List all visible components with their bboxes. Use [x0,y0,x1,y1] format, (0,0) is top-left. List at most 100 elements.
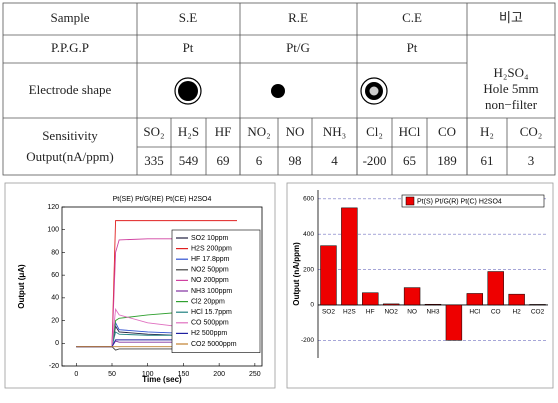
y-axis-label: Output (nA/ppm) [292,242,301,306]
bar [341,207,358,306]
gas: NO [286,124,305,139]
y-tick-label: 80 [51,249,59,256]
x-tick-label: NO [407,309,417,316]
y-tick-label: 0 [55,340,59,347]
gas: NO₂ [247,124,270,139]
cell: Sensitivity [42,128,98,143]
output: 4 [331,153,338,168]
x-tick-label: CO2 [531,309,545,316]
cell: Output(nA/ppm) [26,149,113,164]
legend-label: H2S 200ppm [191,245,232,252]
legend-label: CO 500ppm [191,320,229,327]
y-tick-label: 0 [310,302,314,309]
legend-label: Cl2 20ppm [191,298,225,305]
note: Hole 5mm [483,81,538,96]
cell: Pt [183,40,194,55]
y-axis-label: Output (μA) [17,264,26,309]
output: 65 [403,153,416,168]
output: 69 [217,153,230,168]
y-tick-label: 60 [51,272,59,279]
x-tick-label: 100 [142,371,154,378]
cell: Pt [407,40,418,55]
bar [403,287,421,306]
y-tick-label: 200 [303,266,314,273]
x-tick-label: CO [491,309,501,316]
line-chart: Pt(SE) Pt/G(RE) Pt(CE) H2SO4 -20 0 20 40 60 80… [4,182,276,389]
gas: H₂S [178,124,199,139]
sensor-table: Sample S.E R.E C.E 비고 P.P.G.P Pt Pt/G Pt… [2,2,556,176]
table-border [2,2,556,176]
bar [362,292,379,306]
cell: S.E [179,10,197,25]
legend-label: NH3 100ppm [191,288,232,295]
x-tick-label: 50 [108,371,116,378]
gas: CO₂ [520,124,543,139]
output: 335 [144,153,164,168]
legend-box [401,194,545,208]
x-tick-label: 150 [178,371,190,378]
bar [382,303,400,306]
y-tick-label: 40 [51,295,59,302]
y-tick-label: 400 [303,231,314,238]
electrode-re [271,84,285,98]
gas: HCl [399,124,421,139]
bar [529,304,546,306]
bar [487,271,504,306]
gas: NH₃ [323,124,346,139]
legend-label: CO2 5000ppm [191,341,237,348]
bar [424,303,442,306]
bar [445,304,463,341]
plot-frame [61,206,263,367]
x-tick-label: HCl [469,309,480,316]
y-tick-label: 100 [47,227,59,234]
x-tick-label: NO2 [384,309,398,316]
legend-label: SO2 10ppm [191,235,229,242]
output: 189 [437,153,457,168]
bar-chart: -200 0 200 400 600 Output (nA/ppm) SO2 H2S HF NO2… [286,182,554,389]
cell: Sample [51,10,90,25]
legend-label: Pt(S) Pt/G(R) Pt(C) H2SO4 [417,198,502,205]
output: 6 [256,153,263,168]
legend-label: HCl 15.7ppm [191,309,232,316]
x-tick-label: H2S [343,309,356,316]
legend-label: H2 500ppm [191,330,227,337]
note: H₂SO₄ [493,65,529,80]
x-axis-label: Time (sec) [142,375,182,384]
legend-swatch [405,196,415,206]
x-tick-label: NH3 [426,309,439,316]
bar [508,293,525,306]
y-tick-label: 600 [303,196,314,203]
cell: Electrode shape [29,82,112,97]
output: -200 [363,153,387,168]
gas: H₂ [480,124,494,139]
gas: Cl₂ [366,124,383,139]
cell: 비고 [499,10,523,25]
note: non−filter [485,97,538,112]
output: 3 [528,153,535,168]
gas: SO₂ [143,124,164,139]
y-tick-label: 20 [51,317,59,324]
cell: Pt/G [286,40,310,55]
bar [320,245,337,306]
cell: R.E [288,10,308,25]
gas: HF [215,124,232,139]
y-tick-label: 120 [47,204,59,211]
gas: CO [438,124,456,139]
x-tick-label: 250 [249,371,261,378]
x-tick-label: SO2 [322,309,335,316]
x-tick-label: H2 [512,309,521,316]
output: 61 [481,153,494,168]
cell: C.E [402,10,422,25]
bar [466,293,484,306]
legend-label: HF 17.8ppm [191,256,230,263]
electrode-ce [360,77,388,105]
output: 549 [179,153,199,168]
electrode-se [174,77,202,105]
y-tick-label: -200 [301,337,314,344]
output: 98 [289,153,302,168]
legend-label: NO 200ppm [191,277,229,284]
x-tick-label: HF [366,309,375,316]
legend-label: NO2 50ppm [191,267,229,274]
x-tick-label: 200 [213,371,225,378]
